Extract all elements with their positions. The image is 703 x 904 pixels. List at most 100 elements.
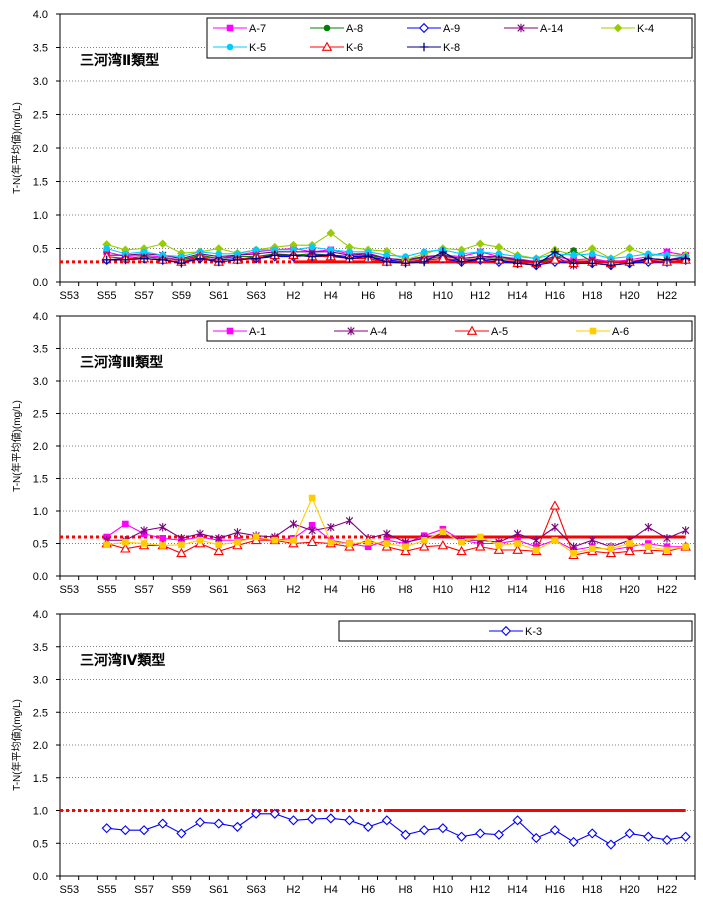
legend-label: A-7 xyxy=(249,23,266,35)
data-point xyxy=(251,254,261,263)
y-axis-label: T-N(年平均値)(mg/L) xyxy=(10,102,23,194)
chart-panel-2: 4.0 3.5 3.0 2.5 2.0 1.5 1.0 0.5 0.0 S53 S55 S57 S59 S… xyxy=(10,311,696,596)
data-point xyxy=(493,544,505,554)
data-point xyxy=(214,244,224,253)
data-point xyxy=(551,536,559,544)
data-point xyxy=(549,254,561,264)
data-point xyxy=(381,815,392,826)
legend-swatch-marker xyxy=(323,24,331,32)
x-tick-label: S59 xyxy=(172,884,192,896)
data-point xyxy=(532,546,540,554)
data-point xyxy=(196,536,204,544)
data-point xyxy=(663,534,671,543)
data-point xyxy=(605,839,617,850)
data-point xyxy=(514,540,521,547)
y-tick-label: 1.5 xyxy=(33,773,48,785)
x-tick-label: H12 xyxy=(470,584,490,596)
data-point xyxy=(458,538,465,546)
x-tick-label: H2 xyxy=(286,584,300,596)
x-tick-label: S63 xyxy=(246,884,266,896)
y-tick-label: 4.0 xyxy=(33,9,48,21)
legend-swatch-marker xyxy=(466,325,478,335)
data-point xyxy=(215,250,223,258)
y-tick-label: 3.0 xyxy=(33,376,48,388)
data-point xyxy=(176,828,187,839)
data-point xyxy=(251,808,262,819)
data-point xyxy=(661,834,673,846)
data-point xyxy=(346,248,353,256)
legend-label: K-8 xyxy=(443,42,460,54)
legend: A-7 A-8 A-9 A-14 K-4 K-5 K-6 K-8 xyxy=(206,17,693,59)
x-tick-label: H14 xyxy=(507,584,527,596)
data-point xyxy=(364,538,372,546)
data-point xyxy=(531,260,541,270)
series-K-8 xyxy=(102,247,690,270)
legend-label: K-5 xyxy=(249,42,266,54)
data-point xyxy=(626,540,633,547)
legend-swatch-marker xyxy=(347,326,355,336)
x-tick-label: H10 xyxy=(433,584,453,596)
data-point xyxy=(588,535,596,545)
x-tick-label: S63 xyxy=(246,290,266,302)
legend-swatch-marker xyxy=(321,41,333,51)
y-tick-label: 1.0 xyxy=(33,806,48,818)
data-point xyxy=(306,536,318,547)
y-tick-label: 3.5 xyxy=(33,43,48,55)
x-tick-label: H2 xyxy=(286,290,300,302)
legend-swatch-marker xyxy=(418,22,430,34)
legend-label: A-9 xyxy=(443,23,460,35)
legend-swatch-marker xyxy=(517,23,525,33)
data-point xyxy=(233,255,242,265)
x-tick-label: H22 xyxy=(657,884,677,896)
data-point xyxy=(644,254,653,263)
y-tick-label: 1.0 xyxy=(33,210,48,222)
panel-title: 三河湾Ⅳ類型 xyxy=(80,652,165,668)
data-point xyxy=(327,246,335,254)
data-point xyxy=(138,825,150,836)
data-point xyxy=(252,533,260,541)
y-tick-label: 2.0 xyxy=(33,143,48,155)
y-tick-label: 2.0 xyxy=(33,740,48,752)
y-tick-label: 4.0 xyxy=(33,311,48,323)
legend-swatch-marker xyxy=(500,625,512,637)
legend-label: A-5 xyxy=(491,326,508,338)
data-point xyxy=(588,250,596,258)
legend-label: K-6 xyxy=(346,42,363,54)
data-point xyxy=(159,522,167,532)
data-point xyxy=(420,536,428,544)
legend-label: K-3 xyxy=(525,626,542,638)
data-point xyxy=(345,516,354,526)
data-point xyxy=(102,255,111,265)
data-point xyxy=(196,529,204,539)
y-tick-label: 0.0 xyxy=(33,871,48,883)
x-tick-label: H14 xyxy=(507,884,527,896)
data-point xyxy=(177,258,186,268)
data-point xyxy=(439,528,447,536)
data-point xyxy=(474,541,486,551)
data-point xyxy=(140,248,148,256)
y-tick-label: 2.5 xyxy=(33,707,48,719)
data-point xyxy=(607,545,615,552)
data-point xyxy=(587,258,597,268)
data-point xyxy=(195,254,205,263)
series-A-6 xyxy=(103,494,689,557)
legend-label: A-8 xyxy=(346,23,363,35)
y-tick-label: 3.0 xyxy=(33,76,48,88)
y-axis-label: T-N(年平均値)(mg/L) xyxy=(10,699,23,791)
data-point xyxy=(549,500,561,510)
data-point xyxy=(345,242,354,252)
x-tick-label: H4 xyxy=(324,884,338,896)
data-point xyxy=(681,254,690,263)
data-point xyxy=(400,829,411,840)
chart-panel-1: 4.0 3.5 3.0 2.5 2.0 1.5 1.0 0.5 0.0 S53 S55 S57 S59 S… xyxy=(10,9,696,302)
y-tick-label: 3.5 xyxy=(33,344,48,356)
data-point xyxy=(551,522,559,532)
x-tick-label: H20 xyxy=(620,290,640,302)
data-point xyxy=(308,494,316,502)
data-point xyxy=(307,813,318,825)
data-point xyxy=(550,247,560,257)
data-point xyxy=(532,535,540,545)
data-point xyxy=(494,242,504,252)
data-point xyxy=(662,255,672,265)
